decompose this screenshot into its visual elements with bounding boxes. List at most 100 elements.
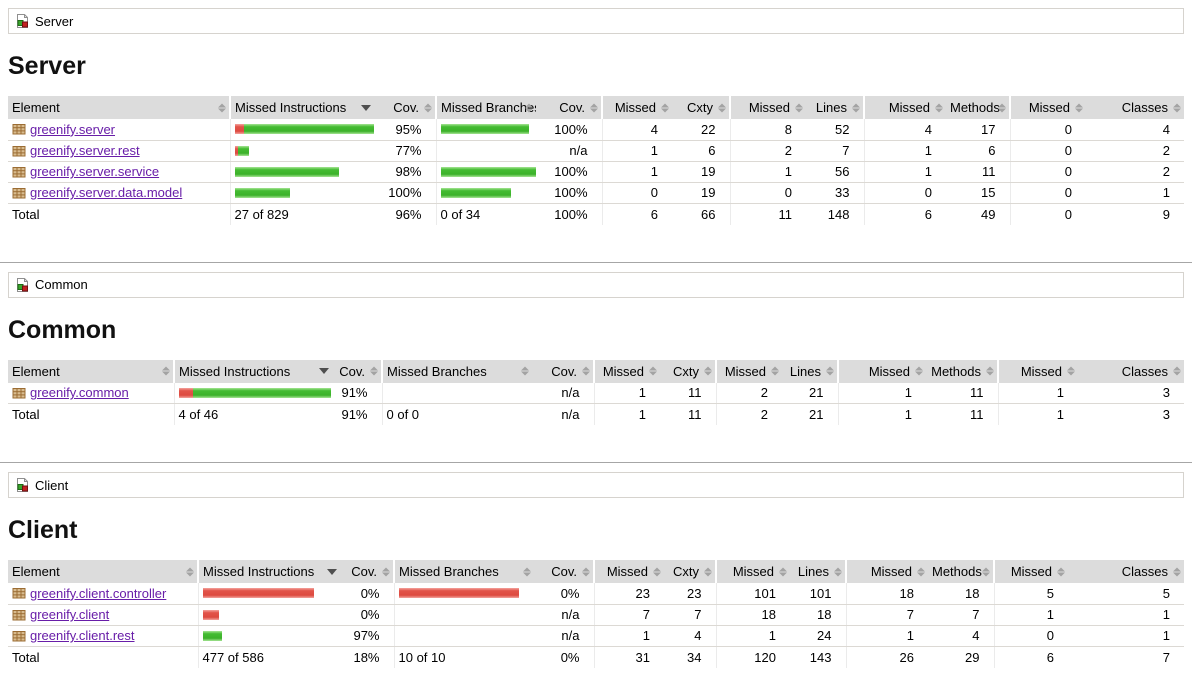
col-header-branches-bar[interactable]: Missed Branches [381, 359, 532, 383]
total-cell-missed-cxty: 1 [593, 403, 660, 425]
col-header-classes[interactable]: Classes [1078, 359, 1184, 383]
col-header-missed-classes[interactable]: Missed [993, 560, 1068, 583]
col-header-missed-cxty[interactable]: Missed [601, 96, 672, 119]
total-cell-missed-classes: 0 [1009, 203, 1086, 225]
package-link[interactable]: greenify.server.rest [30, 143, 140, 158]
col-header-missed-lines[interactable]: Missed [715, 560, 790, 583]
package-link[interactable]: greenify.server.data.model [30, 185, 183, 200]
col-header-methods[interactable]: Methods [928, 560, 994, 583]
coverage-bar [202, 588, 314, 599]
col-header-classes[interactable]: Classes [1086, 96, 1184, 119]
col-header-methods[interactable]: Methods [926, 359, 998, 383]
col-header-instructions-cov[interactable]: Cov. [340, 560, 394, 583]
package-link[interactable]: greenify.client.controller [30, 585, 167, 601]
package-link[interactable]: greenify.common [30, 385, 129, 401]
row-cell-lines: 24 [790, 625, 846, 647]
package-link[interactable]: greenify.client [30, 607, 110, 622]
sort-toggle-icon [826, 366, 834, 376]
sort-toggle-icon [590, 103, 598, 112]
report-group-icon-slot [14, 277, 30, 293]
row-cell-missed-methods: 1 [845, 625, 928, 647]
sort-toggle-icon [982, 567, 990, 576]
col-header-methods[interactable]: Methods [946, 96, 1010, 119]
sort-toggle-icon [424, 103, 432, 112]
col-header-label: Cov. [339, 363, 365, 379]
col-header-branches-cov[interactable]: Cov. [534, 560, 594, 583]
row-cell-cxty: 23 [664, 583, 716, 605]
sort-toggle-icon [649, 366, 657, 376]
bar-covered-segment [192, 387, 331, 398]
col-header-cxty[interactable]: Cxty [660, 359, 716, 383]
package-icon [12, 124, 26, 135]
row-cell-element: greenify.client [8, 604, 198, 626]
col-header-missed-lines[interactable]: Missed [729, 96, 806, 119]
col-header-label: Cxty [673, 564, 699, 579]
header-row: Element Missed Instructions Cov. Missed Bra… [8, 359, 1184, 383]
col-header-instructions-bar[interactable]: Missed Instructions [173, 359, 332, 383]
col-header-instructions-bar[interactable]: Missed Instructions [197, 560, 340, 583]
col-header-missed-methods[interactable]: Missed [863, 96, 946, 119]
col-header-branches-cov[interactable]: Cov. [532, 359, 594, 383]
total-label: Total [12, 206, 40, 222]
element-cell: greenify.client [12, 607, 194, 622]
col-header-missed-methods[interactable]: Missed [845, 560, 928, 583]
row-cell-instructions-bar [229, 140, 374, 162]
row-cell-missed-methods: 1 [863, 161, 946, 183]
package-icon [12, 166, 26, 177]
report-group-icon [17, 14, 28, 28]
sort-desc-icon [327, 568, 337, 575]
col-header-cxty[interactable]: Cxty [672, 96, 730, 119]
sort-toggle-icon [653, 567, 661, 576]
row-cell-methods: 11 [926, 382, 998, 404]
row-cell-cxty: 19 [672, 161, 730, 183]
col-header-lines[interactable]: Lines [806, 96, 864, 119]
bar-covered-segment [440, 187, 511, 198]
package-link[interactable]: greenify.server.service [30, 164, 160, 179]
total-cell-branches-bar: 10 of 10 [393, 646, 534, 668]
col-header-instructions-cov[interactable]: Cov. [332, 359, 382, 383]
col-header-label: Cxty [673, 363, 699, 379]
col-header-missed-cxty[interactable]: Missed [593, 560, 664, 583]
col-header-classes[interactable]: Classes [1068, 560, 1184, 583]
total-cell-branches-cov: n/a [561, 407, 580, 422]
section-server: Server Server Element Missed Instructions… [8, 8, 1184, 225]
col-header-missed-classes[interactable]: Missed [997, 359, 1078, 383]
col-header-instructions-bar[interactable]: Missed Instructions [229, 96, 374, 119]
row-cell-methods: 18 [928, 583, 994, 605]
col-header-label: Cov. [559, 100, 585, 115]
row-cell-branches-bar [435, 119, 536, 141]
col-header-missed-cxty[interactable]: Missed [593, 359, 660, 383]
row-cell-branches-cov: 100% [536, 161, 602, 183]
col-header-missed-methods[interactable]: Missed [837, 359, 926, 383]
package-link[interactable]: greenify.server [30, 121, 116, 137]
sort-toggle-icon [704, 366, 712, 376]
col-header-missed-lines[interactable]: Missed [715, 359, 782, 383]
package-row: greenify.server.rest 77% n/a 1 6 2 7 1 6 0 2 [8, 140, 1184, 162]
col-header-branches-bar[interactable]: Missed Branches [435, 96, 536, 119]
row-cell-instructions-cov: 100% [374, 182, 436, 204]
col-header-missed-classes[interactable]: Missed [1009, 96, 1086, 119]
col-header-element[interactable]: Element [8, 560, 198, 583]
row-cell-cxty: 4 [664, 625, 716, 647]
bar-missed-segment [398, 588, 519, 599]
col-header-branches-cov[interactable]: Cov. [536, 96, 602, 119]
bar-covered-segment [202, 630, 222, 641]
col-header-label: Missed [602, 363, 644, 379]
col-header-label: Missed Instructions [179, 363, 291, 379]
col-header-element[interactable]: Element [8, 359, 174, 383]
element-cell: greenify.client.controller [12, 586, 194, 601]
bar-missed-segment [202, 609, 219, 620]
coverage-bar [234, 124, 374, 135]
row-cell-classes: 2 [1086, 140, 1184, 162]
col-header-cxty[interactable]: Cxty [664, 560, 716, 583]
coverage-bar [398, 588, 519, 599]
sort-toggle-icon [718, 103, 726, 112]
package-link[interactable]: greenify.client.rest [30, 628, 135, 643]
breadcrumb: Client [8, 472, 1184, 498]
col-header-instructions-cov[interactable]: Cov. [374, 96, 436, 119]
col-header-element[interactable]: Element [8, 96, 230, 119]
sort-toggle-icon [661, 103, 669, 112]
col-header-branches-bar[interactable]: Missed Branches [393, 560, 534, 583]
col-header-lines[interactable]: Lines [782, 359, 838, 383]
col-header-lines[interactable]: Lines [790, 560, 846, 583]
